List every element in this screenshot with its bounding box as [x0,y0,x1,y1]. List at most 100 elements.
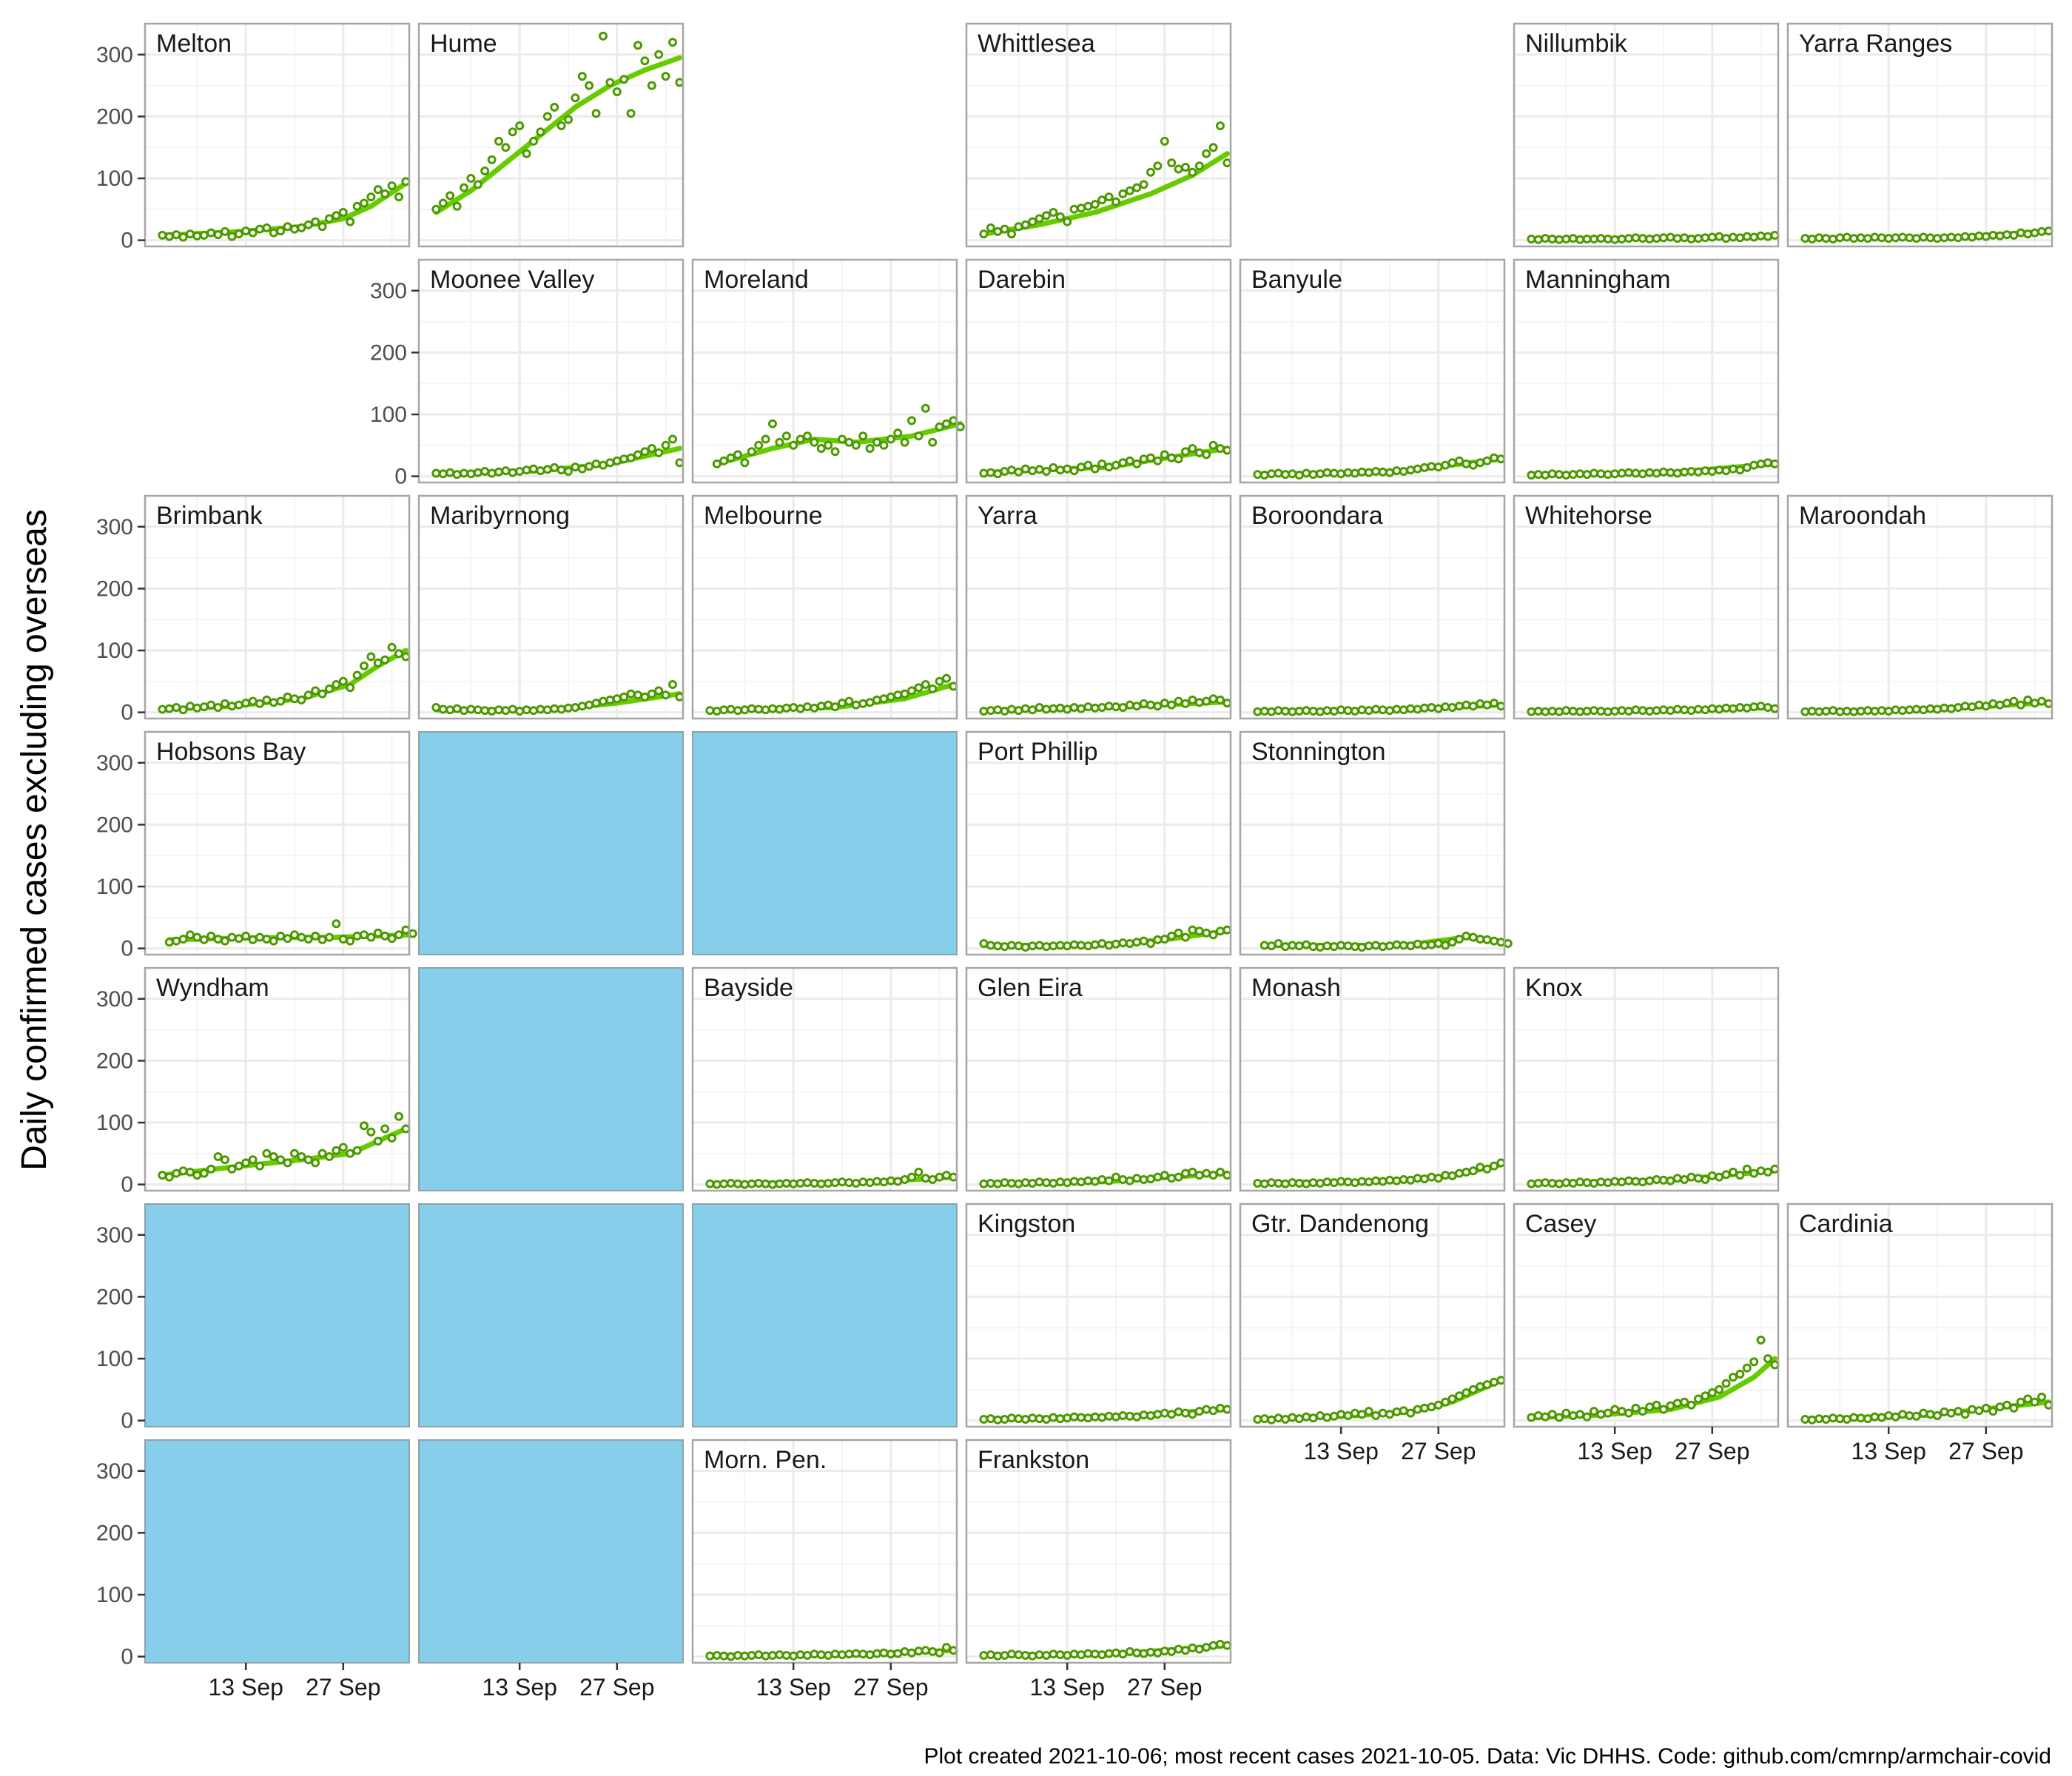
data-point [542,465,552,474]
data-point [1849,1413,1859,1422]
data-point [1364,941,1373,951]
data-point [1933,234,1942,243]
data-point [1995,1402,2005,1412]
data-point [1541,471,1550,480]
data-point [1527,707,1536,716]
data-point [1877,233,1886,243]
y-axis: 0 100 200 300 [96,515,145,725]
data-point [1946,1408,1956,1418]
data-point [1322,706,1332,716]
data-point [1181,1646,1190,1655]
data-point [1490,1377,1498,1387]
data-point [1624,707,1633,716]
data-point [269,228,278,238]
data-point [431,703,441,712]
data-point [1020,1651,1030,1660]
data-point [719,705,729,715]
panel-border [691,258,958,484]
data-point [1302,1412,1311,1422]
data-point [1153,456,1163,465]
data-point [654,50,664,59]
x-tick-label: 27 Sep [1401,1438,1476,1464]
data-point [2037,226,2046,236]
panel-title: Cardinia [1799,1210,1893,1238]
y-tick-label: 100 [96,1111,133,1135]
data-point [1694,704,1703,714]
data-point [1104,462,1114,472]
data-point [213,230,223,240]
data-point [1343,941,1353,951]
data-point [1294,707,1304,716]
data-point [542,705,552,715]
data-point [851,1179,861,1188]
panel-hume: Hume [417,22,684,248]
data-point [1807,707,1817,716]
y-axis: 0 100 200 300 [370,279,419,489]
data-point [2009,1403,2019,1413]
data-point [387,934,397,944]
data-point [740,1651,750,1661]
data-point [1160,699,1169,708]
data-point [605,695,615,704]
x-tick-label: 27 Sep [1948,1438,2023,1464]
data-point [487,155,497,164]
panel-border [1513,258,1780,484]
panel-yarra: Yarra [965,494,1232,720]
empty-panel [418,1203,684,1427]
data-point [1181,699,1190,708]
data-point [1216,1403,1225,1413]
data-point [1547,1179,1557,1188]
data-point [986,468,995,477]
data-point [942,1171,951,1180]
data-point [1049,1649,1058,1659]
panel-border [1239,258,1506,484]
data-point [844,1649,854,1659]
data-point [1357,1177,1367,1186]
data-point [1617,468,1627,478]
data-point [466,469,476,479]
panel-border [417,258,684,484]
data-point [1104,192,1114,202]
data-point [979,1415,989,1424]
panel-border [1239,1202,1506,1428]
data-point [626,689,636,699]
data-point [373,185,383,195]
x-tick-label: 27 Sep [579,1674,654,1701]
panel-melton: Melton [144,22,411,248]
data-point [1139,699,1148,708]
data-point [733,1651,742,1660]
data-point [1153,1410,1163,1419]
data-point [1077,1177,1086,1187]
data-point [1139,1175,1148,1184]
data-point [675,458,684,468]
data-point [1202,149,1211,158]
data-point [1842,1415,1851,1424]
data-point [1561,235,1571,243]
data-point [1701,1391,1710,1401]
data-point [1392,940,1402,949]
panel-border [965,1202,1232,1428]
data-point [921,680,930,689]
data-point [445,191,455,201]
data-point [1547,707,1557,716]
data-point [1357,467,1367,477]
data-point [1322,941,1332,951]
data-point [164,704,174,713]
data-point [1631,705,1641,715]
data-point [1202,1643,1211,1652]
data-point [1749,702,1759,712]
y-tick-label: 200 [96,104,133,129]
data-point [206,700,216,710]
panel-border [144,730,411,956]
data-point [747,447,756,457]
data-point [1343,468,1353,477]
data-point [810,1649,819,1659]
data-point [747,1651,756,1660]
data-point [1814,1414,1824,1424]
data-point [1420,703,1429,713]
data-point [993,1651,1003,1661]
data-point [1281,707,1290,716]
data-point [1763,1354,1772,1363]
data-point [1701,705,1710,715]
panel-whittlesea: Whittlesea [965,22,1232,248]
